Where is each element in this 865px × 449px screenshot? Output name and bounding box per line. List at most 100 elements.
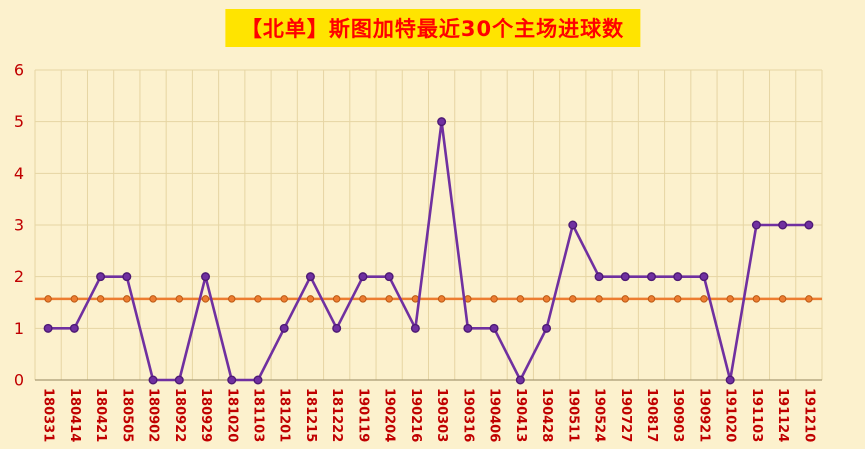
average-marker bbox=[778, 295, 787, 303]
x-tick-label: 180922 bbox=[172, 388, 187, 442]
x-tick-label: 191124 bbox=[775, 388, 790, 442]
average-marker bbox=[595, 295, 603, 303]
average-marker bbox=[228, 295, 236, 303]
data-point-marker bbox=[358, 272, 368, 282]
data-point-marker bbox=[646, 272, 656, 282]
data-point-marker bbox=[201, 272, 211, 282]
average-marker bbox=[44, 295, 52, 303]
chart-title: 【北单】斯图加特最近30个主场进球数 bbox=[224, 9, 641, 47]
average-marker bbox=[149, 295, 157, 303]
data-point-marker bbox=[778, 220, 788, 230]
average-marker bbox=[569, 295, 577, 303]
x-tick-label: 190316 bbox=[460, 388, 475, 442]
x-tick-label: 190303 bbox=[434, 388, 449, 442]
x-tick-label: 181222 bbox=[329, 388, 344, 442]
data-point-marker bbox=[463, 323, 473, 333]
average-marker bbox=[805, 295, 813, 303]
average-marker bbox=[542, 295, 551, 303]
average-marker bbox=[306, 295, 315, 303]
y-tick-label: 1 bbox=[14, 319, 24, 338]
data-point-marker bbox=[437, 117, 447, 127]
data-point-marker bbox=[699, 272, 709, 282]
x-tick-label: 191103 bbox=[749, 388, 764, 442]
data-point-marker bbox=[122, 272, 132, 282]
average-marker bbox=[359, 295, 367, 303]
average-marker bbox=[674, 295, 682, 303]
data-point-marker bbox=[332, 323, 342, 333]
x-tick-label: 180421 bbox=[93, 388, 108, 442]
x-tick-label: 181215 bbox=[303, 388, 318, 442]
data-point-marker bbox=[279, 323, 289, 333]
average-marker bbox=[490, 295, 498, 303]
data-point-marker bbox=[515, 375, 525, 385]
y-tick-label: 3 bbox=[14, 216, 24, 235]
x-tick-label: 190727 bbox=[618, 388, 633, 442]
average-line-series bbox=[35, 295, 822, 303]
x-tick-label: 180505 bbox=[119, 388, 134, 442]
average-marker bbox=[647, 295, 656, 303]
x-tick-label: 191210 bbox=[801, 388, 816, 442]
x-tick-label: 181103 bbox=[250, 388, 265, 442]
x-tick-label: 190817 bbox=[644, 388, 659, 442]
data-point-marker bbox=[594, 272, 604, 282]
average-marker bbox=[700, 295, 708, 303]
x-tick-label: 190921 bbox=[696, 388, 711, 442]
data-point-marker bbox=[489, 323, 499, 333]
x-tick-label: 180902 bbox=[146, 388, 161, 442]
x-tick-label: 191020 bbox=[723, 388, 738, 442]
x-tick-label: 190216 bbox=[408, 388, 423, 442]
data-point-marker bbox=[43, 323, 53, 333]
data-point-marker bbox=[253, 375, 263, 385]
x-tick-label: 180331 bbox=[41, 388, 56, 442]
data-point-marker bbox=[542, 323, 552, 333]
average-marker bbox=[437, 295, 446, 303]
data-point-marker bbox=[69, 323, 79, 333]
data-point-marker bbox=[96, 272, 106, 282]
y-tick-label: 2 bbox=[14, 267, 24, 286]
average-marker bbox=[332, 295, 341, 303]
average-marker bbox=[752, 295, 761, 303]
average-marker bbox=[254, 295, 262, 303]
average-marker bbox=[123, 295, 131, 303]
x-tick-label: 190428 bbox=[539, 388, 554, 442]
goals-line-series bbox=[43, 117, 814, 385]
average-marker bbox=[516, 295, 525, 303]
data-point-marker bbox=[725, 375, 735, 385]
data-point-marker bbox=[227, 375, 237, 385]
average-marker bbox=[726, 295, 734, 303]
data-point-marker bbox=[174, 375, 184, 385]
y-tick-label: 4 bbox=[14, 164, 24, 183]
average-marker bbox=[96, 295, 105, 303]
x-tick-label: 190413 bbox=[513, 388, 528, 442]
average-marker bbox=[70, 295, 79, 303]
x-tick-label: 181020 bbox=[224, 388, 239, 442]
x-tick-label: 180929 bbox=[198, 388, 213, 442]
average-marker bbox=[280, 295, 288, 303]
average-marker bbox=[175, 295, 183, 303]
data-point-marker bbox=[568, 220, 578, 230]
data-point-marker bbox=[673, 272, 683, 282]
data-point-marker bbox=[305, 272, 315, 282]
average-marker bbox=[385, 295, 393, 303]
average-marker bbox=[201, 295, 210, 303]
x-tick-label: 180414 bbox=[67, 388, 82, 442]
data-point-marker bbox=[148, 375, 158, 385]
x-axis-labels: 180331 180414 180421 180505 180902 180922 1809… bbox=[41, 388, 817, 442]
data-point-marker bbox=[751, 220, 761, 230]
x-tick-label: 190511 bbox=[565, 388, 580, 442]
x-tick-label: 190903 bbox=[670, 388, 685, 442]
average-marker bbox=[621, 295, 629, 303]
x-tick-label: 190119 bbox=[355, 388, 370, 442]
x-tick-label: 190204 bbox=[382, 388, 397, 442]
x-tick-label: 181201 bbox=[277, 388, 292, 442]
data-point-marker bbox=[384, 272, 394, 282]
data-point-marker bbox=[410, 323, 420, 333]
y-tick-label: 5 bbox=[14, 112, 24, 131]
x-tick-label: 190406 bbox=[487, 388, 502, 442]
y-tick-label: 6 bbox=[14, 61, 24, 80]
data-point-marker bbox=[804, 220, 814, 230]
data-point-marker bbox=[620, 272, 630, 282]
y-tick-label: 0 bbox=[14, 371, 24, 390]
